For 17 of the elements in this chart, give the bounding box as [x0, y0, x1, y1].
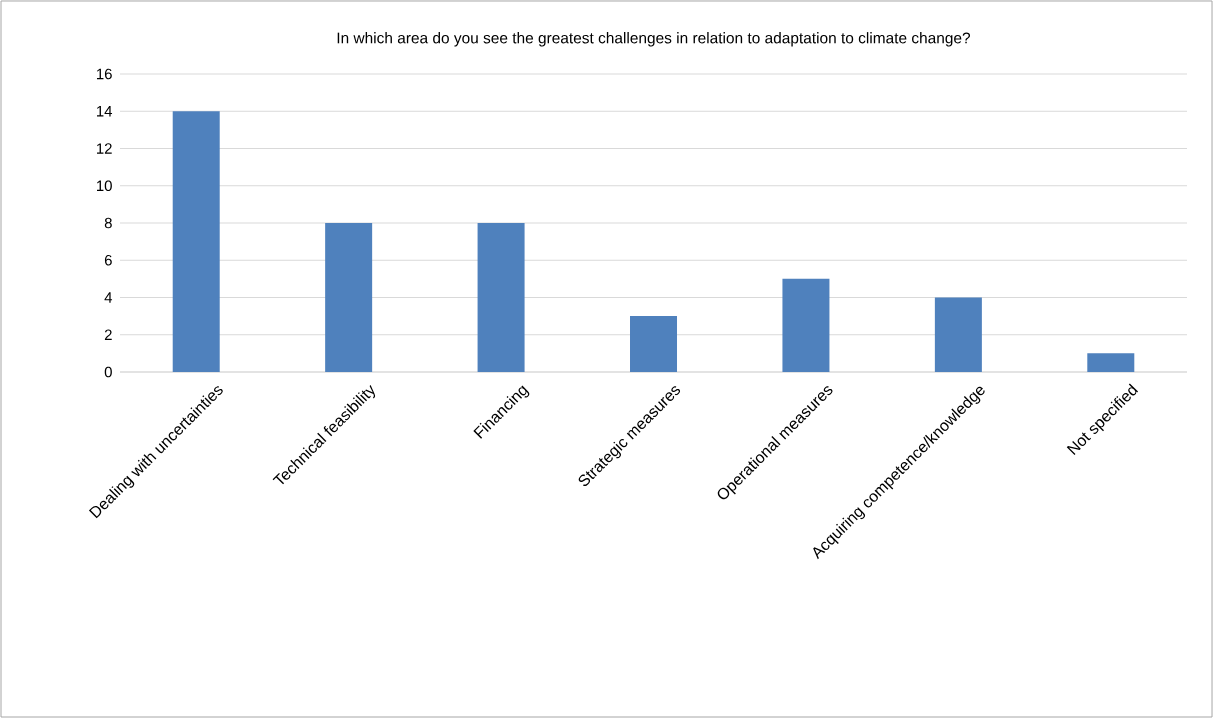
y-tick-label: 8	[104, 217, 112, 229]
y-tick-label: 2	[104, 329, 112, 340]
bar	[630, 316, 678, 372]
y-tick-label: 10	[97, 180, 112, 192]
bar	[172, 111, 220, 372]
y-tick-label: 6	[104, 254, 112, 266]
y-tick-label: 16	[97, 68, 112, 80]
bar	[934, 297, 982, 372]
bar	[325, 223, 373, 372]
y-tick-label: 4	[104, 292, 113, 303]
bar	[782, 278, 830, 372]
y-tick-label: 0	[104, 366, 112, 378]
chart-title: In which area do you see the greatest challenges in relation to adaptation to climate change?	[337, 32, 971, 47]
y-tick-label: 12	[97, 143, 112, 154]
y-tick-label: 14	[97, 106, 113, 117]
bar	[1087, 353, 1135, 372]
bar	[477, 223, 525, 372]
